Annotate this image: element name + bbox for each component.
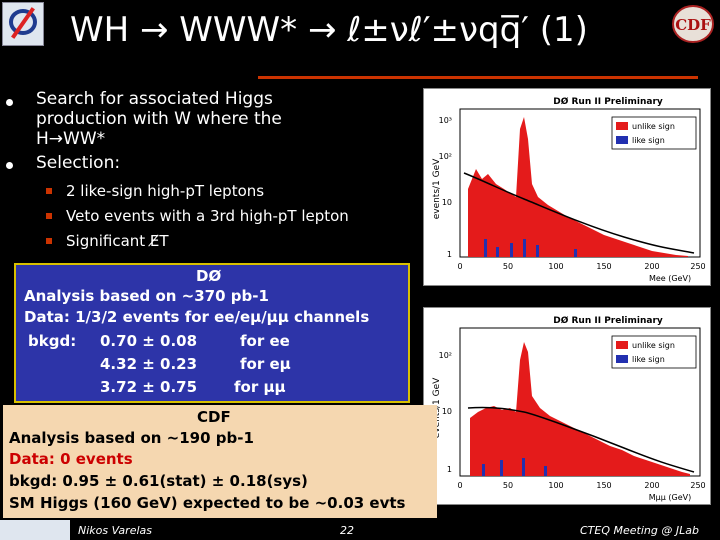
sub-bullet-icon [46,238,52,244]
plot-mee-legend-like: like sign [632,136,665,145]
bullet-icon [6,99,13,106]
cdf-data-line: Data: 0 events [9,450,133,468]
plot-mmumu-xlabel: Mμμ (GeV) [649,493,691,502]
footer-logo [0,520,70,540]
footer-event: CTEQ Meeting @ JLab [580,524,699,537]
d0-bkgd-value-mumu: 3.72 ± 0.75 [100,378,198,396]
plot-mee-histogram-like [484,239,577,257]
plot-mee-ytick: 10 [442,198,452,207]
cdf-analysis-line: Analysis based on ~190 pb-1 [9,429,254,447]
cdf-sm-line: SM Higgs (160 GeV) expected to be ~0.03 … [9,494,406,512]
plot-mmumu-ytick: 1 [447,465,452,474]
plot-mmumu-ytick: 10 [442,407,452,416]
plot-mee-histogram-unlike [468,117,688,257]
plot-mee-ylabel: events/1 GeV [432,158,442,219]
d0-bkgd-channel-mumu: for μμ [234,378,286,396]
plot-mee-xlabel: Mee (GeV) [649,274,691,283]
cdf-logo: CDF [672,5,714,43]
plot-mmumu-ylabel: events/1 GeV [432,377,442,438]
plot-mee-xtick: 250 [690,262,705,271]
d0-results-box: DØ Analysis based on ~370 pb-1 Data: 1/3… [14,263,410,403]
d0-logo-ring-icon [9,9,37,35]
title-underline [258,76,698,79]
footer-page-number: 22 [340,524,354,537]
d0-bkgd-channel-ee: for ee [240,332,290,350]
cdf-logo-text: CDF [675,16,711,34]
plot-mmumu-xtick: 150 [596,481,611,490]
plot-mmumu-xtick: 50 [503,481,513,490]
d0-bkgd-channel-emu: for eμ [240,355,291,373]
sub-bullet-icon [46,188,52,194]
plot-mee-ytick: 1 [447,250,452,259]
plot-mmumu-xtick: 200 [644,481,659,490]
plot-mmumu-xtick: 100 [548,481,563,490]
plot-mmumu-legend-like: like sign [632,355,665,364]
plot-mmumu-xtick: 250 [690,481,705,490]
d0-data-line: Data: 1/3/2 events for ee/eμ/μμ channels [24,308,370,326]
d0-box-title: DØ [196,267,222,285]
plot-mmumu-fit-line [467,406,695,473]
plot-mee-legend-unlike: unlike sign [632,122,675,131]
plot-mee-ytick: 10³ [439,116,452,125]
d0-analysis-line: Analysis based on ~370 pb-1 [24,287,269,305]
d0-logo [2,2,44,46]
bullet-icon [6,162,13,169]
plot-mmumu-xtick: 0 [457,481,462,490]
cdf-results-box: CDF Analysis based on ~190 pb-1 Data: 0 … [3,405,437,518]
d0-bkgd-value-ee: 0.70 ± 0.08 [100,332,198,350]
cdf-bkgd-line: bkgd: 0.95 ± 0.61(stat) ± 0.18(sys) [9,472,308,490]
bullet-1-line-1: Search for associated Higgs [36,89,273,109]
plot-mee-ytick: 10² [439,152,452,161]
plot-mmumu-ytick: 10² [439,351,452,360]
bullet-1: Search for associated Higgs production w… [36,89,282,149]
plot-mee-header: DØ Run II Preliminary [553,96,663,107]
cdf-box-title: CDF [197,408,231,426]
bullet-1-line-3: H→WW* [36,129,106,149]
plot-mmumu: DØ Run II Preliminary events/1 GeV 10² 1… [423,307,711,505]
plot-mee-xtick: 100 [548,262,563,271]
plot-mmumu-header: DØ Run II Preliminary [553,315,663,326]
plot-mee: DØ Run II Preliminary events/1 GeV 10³ 1… [423,88,711,286]
sub-bullet-1: 2 like-sign high-pT leptons [66,182,265,200]
sub-bullet-2: Veto events with a 3rd high-pT lepton [66,207,349,225]
plot-mee-xtick: 150 [596,262,611,271]
plot-mmumu-histogram-unlike [470,342,690,476]
page-title: WH → WWW* → ℓ±νℓ′±νqq̅′ (1) [70,10,588,50]
sub-bullet-icon [46,213,52,219]
sub-bullet-3: Significant E̸T [66,232,169,250]
d0-bkgd-value-emu: 4.32 ± 0.23 [100,355,198,373]
plot-mee-fit-line [463,172,695,254]
plot-mee-xtick: 50 [503,262,513,271]
plot-mmumu-legend-unlike: unlike sign [632,341,675,350]
bullet-2: Selection: [36,153,121,173]
plot-mmumu-histogram-like [482,458,547,476]
plot-mee-xtick: 200 [644,262,659,271]
footer-author: Nikos Varelas [78,524,152,537]
d0-bkgd-label: bkgd: [28,332,77,350]
bullet-1-line-2: production with W where the [36,109,282,129]
plot-mee-xtick: 0 [457,262,462,271]
